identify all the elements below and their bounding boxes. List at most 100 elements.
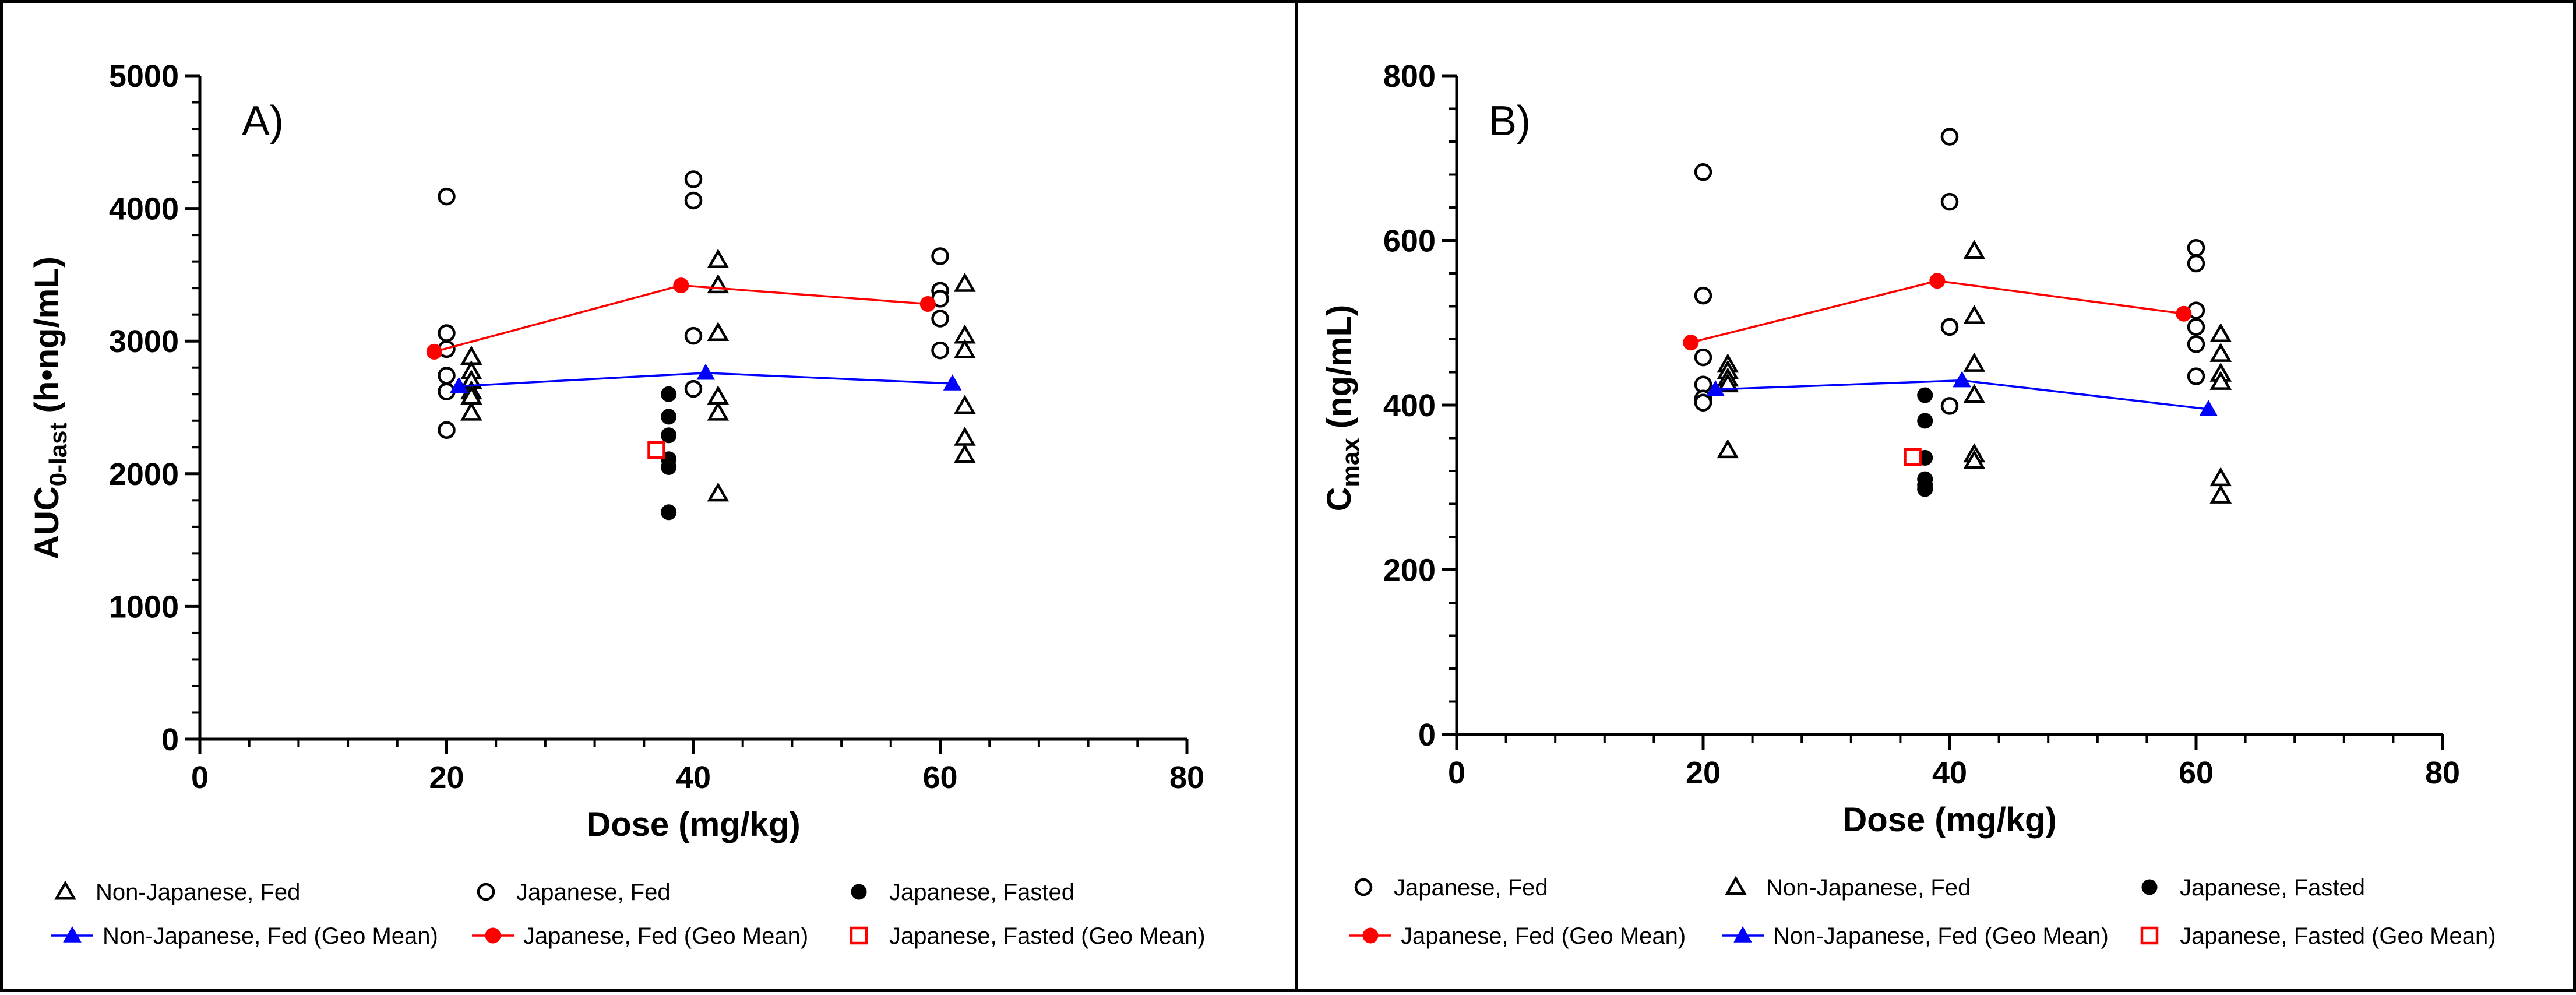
data-point: [1940, 318, 1959, 336]
plot-area: [1683, 128, 2232, 504]
data-point: [661, 504, 677, 521]
data-point: [2199, 400, 2218, 416]
data-point: [1717, 439, 1739, 459]
data-point: [684, 170, 703, 188]
panel-a: 0 1000 2000 3000 4000 5000 0 20 40 60 80 Dose (mg/k…: [28, 59, 1206, 949]
y-axis-title: AUC0-last (h•ng/mL): [28, 256, 72, 560]
y-tick-label: 200: [1383, 553, 1436, 588]
data-point: [1717, 373, 1739, 393]
legend-label: Japanese, Fasted (Geo Mean): [889, 923, 1206, 949]
data-point: [1963, 304, 1986, 324]
series-japanese-fasted: [661, 386, 677, 521]
x-tick-label: 40: [676, 760, 711, 795]
x-tick-label: 20: [1686, 755, 1721, 790]
data-point: [1694, 163, 1712, 181]
data-point: [2209, 342, 2232, 362]
legend-marker: [850, 926, 868, 945]
data-point: [2209, 484, 2232, 504]
series-japanese-fed: [438, 170, 949, 439]
data-point: [1963, 384, 1986, 403]
y-tick-label: 3000: [109, 324, 179, 359]
legend-item-japanese-fasted: Japanese, Fasted: [2141, 875, 2365, 901]
panel-label: B): [1489, 98, 1531, 145]
data-point: [1940, 192, 1959, 211]
data-point: [438, 324, 456, 342]
legend-item-non-japanese-fed: Non-Japanese, Fed: [54, 880, 300, 905]
data-point: [2187, 367, 2205, 385]
data-point: [943, 374, 962, 391]
series-non-japanese-fed: [1717, 240, 2232, 504]
legend-item-non-japanese-fed-geo-mean: Non-Japanese, Fed (Geo Mean): [51, 923, 438, 949]
y-tick-label: 0: [161, 722, 179, 757]
legend-label: Japanese, Fed: [1394, 875, 1548, 901]
legend-label: Japanese, Fed (Geo Mean): [523, 923, 808, 949]
data-point: [707, 385, 730, 405]
data-point: [449, 377, 468, 393]
legend-marker: [63, 926, 82, 943]
data-point: [1963, 240, 1986, 259]
data-point: [931, 341, 949, 360]
series-japanese-fasted: [1917, 387, 1933, 497]
y-tick-label: 0: [1418, 718, 1436, 753]
data-point: [1917, 387, 1933, 403]
data-point: [1929, 273, 1946, 289]
legend-marker: [2140, 926, 2159, 945]
data-point: [2187, 335, 2205, 353]
data-point: [647, 441, 665, 459]
data-point: [438, 367, 456, 385]
legend-marker: [1362, 927, 1379, 944]
x-tick-label: 0: [191, 760, 209, 795]
data-point: [1694, 393, 1712, 412]
series-non-japanese-fed-geo-mean: [449, 363, 962, 393]
data-point: [1694, 348, 1712, 367]
data-point: [2209, 467, 2232, 487]
legend-item-japanese-fed-geo-mean: Japanese, Fed (Geo Mean): [1349, 923, 1686, 949]
legend-item-japanese-fasted-geo-mean: Japanese, Fasted (Geo Mean): [850, 923, 1206, 949]
data-point: [931, 247, 949, 265]
y-tick-label: 5000: [109, 59, 179, 94]
data-point: [1963, 449, 1986, 469]
data-point: [438, 187, 456, 206]
x-tick-label: 80: [2425, 755, 2460, 790]
legend-label: Non-Japanese, Fed: [1766, 875, 1971, 901]
data-point: [707, 401, 730, 421]
legend: Japanese, Fed Non-Japanese, Fed Japanese, …: [1349, 875, 2496, 949]
data-point: [661, 409, 677, 425]
legend-label: Non-Japanese, Fed (Geo Mean): [1773, 923, 2109, 949]
data-point: [460, 401, 482, 421]
x-tick-label: 20: [429, 760, 464, 795]
panel-b-border: [1295, 0, 2576, 992]
x-tick-label: 80: [1169, 760, 1204, 795]
y-tick-label: 400: [1383, 388, 1436, 423]
series-non-japanese-fed-geo-mean: [1706, 371, 2218, 416]
legend-item-non-japanese-fed: Non-Japanese, Fed: [1725, 875, 1971, 901]
legend-marker: [485, 927, 501, 944]
plot-area: [426, 170, 976, 521]
data-point: [673, 277, 689, 294]
legend-item-japanese-fed-geo-mean: Japanese, Fed (Geo Mean): [472, 923, 808, 949]
data-point: [707, 482, 730, 502]
data-point: [661, 459, 677, 475]
data-point: [684, 191, 703, 210]
legend-label: Non-Japanese, Fed: [96, 880, 300, 905]
legend-label: Non-Japanese, Fed (Geo Mean): [103, 923, 438, 949]
legend-item-japanese-fasted-geo-mean: Japanese, Fasted (Geo Mean): [2140, 923, 2496, 949]
legend-marker: [2141, 879, 2158, 895]
data-point: [1917, 481, 1933, 497]
data-point: [954, 395, 976, 414]
legend-item-japanese-fed: Japanese, Fed: [477, 880, 671, 905]
data-point: [707, 322, 730, 342]
axes: 0 200 400 600 800 0 20 40 60 80: [1383, 59, 2460, 790]
x-axis-title: Dose (mg/kg): [586, 806, 800, 843]
data-point: [2187, 318, 2205, 336]
y-tick-label: 1000: [109, 589, 179, 624]
legend-label: Japanese, Fasted: [2180, 875, 2365, 901]
data-point: [707, 248, 730, 268]
data-point: [954, 339, 976, 358]
data-point: [931, 310, 949, 328]
data-point: [1940, 128, 1959, 146]
y-tick-label: 2000: [109, 457, 179, 492]
data-point: [438, 421, 456, 439]
